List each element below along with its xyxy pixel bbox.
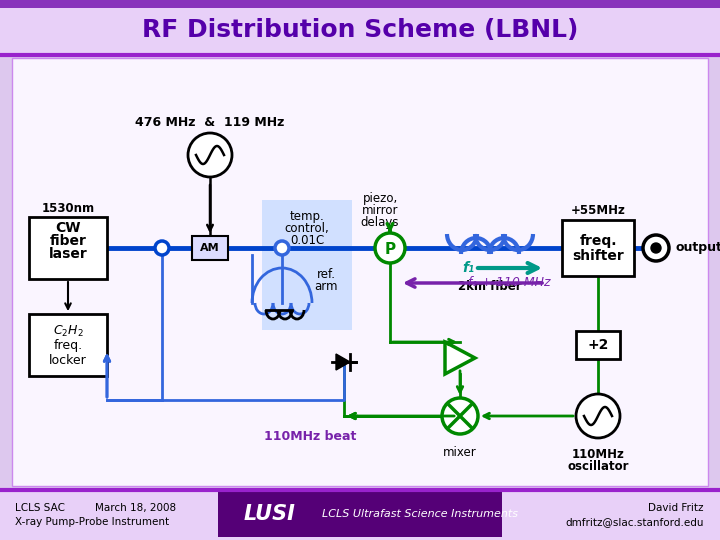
Circle shape bbox=[576, 394, 620, 438]
Text: control,: control, bbox=[284, 222, 329, 235]
Text: locker: locker bbox=[49, 354, 87, 367]
Text: temp.: temp. bbox=[289, 210, 325, 223]
Text: X-ray Pump-Probe Instrument: X-ray Pump-Probe Instrument bbox=[15, 517, 169, 527]
Text: mixer: mixer bbox=[443, 446, 477, 459]
Text: f₁ + 110 MHz: f₁ + 110 MHz bbox=[467, 276, 550, 289]
Text: 110MHz: 110MHz bbox=[572, 448, 624, 461]
Polygon shape bbox=[336, 354, 350, 370]
Polygon shape bbox=[445, 342, 475, 374]
Text: LCLS SAC: LCLS SAC bbox=[15, 503, 65, 513]
Bar bbox=[0, 0, 720, 55]
FancyBboxPatch shape bbox=[29, 314, 107, 376]
Text: fiber: fiber bbox=[50, 234, 86, 248]
Text: delays: delays bbox=[361, 216, 400, 229]
Text: piezo,: piezo, bbox=[362, 192, 397, 205]
Text: f₁: f₁ bbox=[462, 261, 474, 275]
Circle shape bbox=[651, 243, 661, 253]
Text: +2: +2 bbox=[588, 338, 608, 352]
Circle shape bbox=[275, 241, 289, 255]
Text: +55MHz: +55MHz bbox=[570, 204, 626, 217]
Text: $C_2H_2$: $C_2H_2$ bbox=[53, 323, 84, 339]
Text: laser: laser bbox=[49, 247, 87, 261]
Bar bbox=[12, 58, 708, 486]
Circle shape bbox=[188, 133, 232, 177]
Text: RF Distribution Scheme (LBNL): RF Distribution Scheme (LBNL) bbox=[142, 18, 578, 42]
Circle shape bbox=[643, 235, 669, 261]
Bar bbox=[218, 491, 502, 537]
Text: shifter: shifter bbox=[572, 249, 624, 263]
Text: CW: CW bbox=[55, 221, 81, 235]
Text: 0.01C: 0.01C bbox=[290, 234, 324, 247]
FancyBboxPatch shape bbox=[562, 220, 634, 276]
Text: David Fritz: David Fritz bbox=[649, 503, 704, 513]
FancyBboxPatch shape bbox=[29, 217, 107, 279]
Circle shape bbox=[442, 398, 478, 434]
Text: LUSI: LUSI bbox=[244, 504, 296, 524]
Text: 110MHz beat: 110MHz beat bbox=[264, 429, 356, 442]
Text: ref.: ref. bbox=[317, 268, 336, 281]
Circle shape bbox=[375, 233, 405, 263]
Text: P: P bbox=[384, 241, 395, 256]
Bar bbox=[0, 490, 720, 540]
Text: March 18, 2008: March 18, 2008 bbox=[95, 503, 176, 513]
Text: mirror: mirror bbox=[361, 204, 398, 217]
Circle shape bbox=[155, 241, 169, 255]
Text: LCLS Ultrafast Science Instruments: LCLS Ultrafast Science Instruments bbox=[322, 509, 518, 519]
FancyBboxPatch shape bbox=[192, 236, 228, 260]
Text: AM: AM bbox=[200, 243, 220, 253]
Text: arm: arm bbox=[314, 280, 338, 293]
Text: output: output bbox=[676, 241, 720, 254]
FancyBboxPatch shape bbox=[576, 331, 620, 359]
Text: 2km fiber: 2km fiber bbox=[458, 280, 522, 293]
Bar bbox=[262, 200, 352, 330]
Text: freq.: freq. bbox=[53, 340, 83, 353]
Text: 1530nm: 1530nm bbox=[42, 202, 94, 215]
Text: dmfritz@slac.stanford.edu: dmfritz@slac.stanford.edu bbox=[565, 517, 704, 527]
Bar bbox=[0, 0, 720, 8]
Text: 476 MHz  &  119 MHz: 476 MHz & 119 MHz bbox=[135, 117, 284, 130]
Text: oscillator: oscillator bbox=[567, 460, 629, 473]
Text: freq.: freq. bbox=[580, 234, 617, 248]
